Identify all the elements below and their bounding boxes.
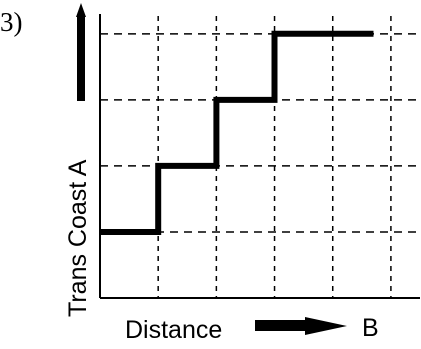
y-axis-arrow-icon bbox=[76, 3, 86, 101]
x-axis-end-label: B bbox=[362, 314, 379, 342]
y-axis-label: Trans Coast A bbox=[64, 159, 92, 317]
series-layer bbox=[100, 30, 374, 235]
right-arrow-icon bbox=[255, 317, 347, 335]
plot-area-background bbox=[98, 14, 418, 300]
step-series-line-1 bbox=[100, 30, 374, 235]
y-axis-arrow-shaft bbox=[77, 15, 85, 101]
y-axis-arrow-head bbox=[76, 3, 86, 17]
problem-number: 3) bbox=[0, 7, 23, 37]
axes bbox=[99, 14, 420, 299]
x-axis-label: Distance bbox=[125, 316, 222, 344]
x-label-arrow-head bbox=[305, 317, 347, 335]
x-label-arrow-shaft bbox=[255, 320, 317, 331]
